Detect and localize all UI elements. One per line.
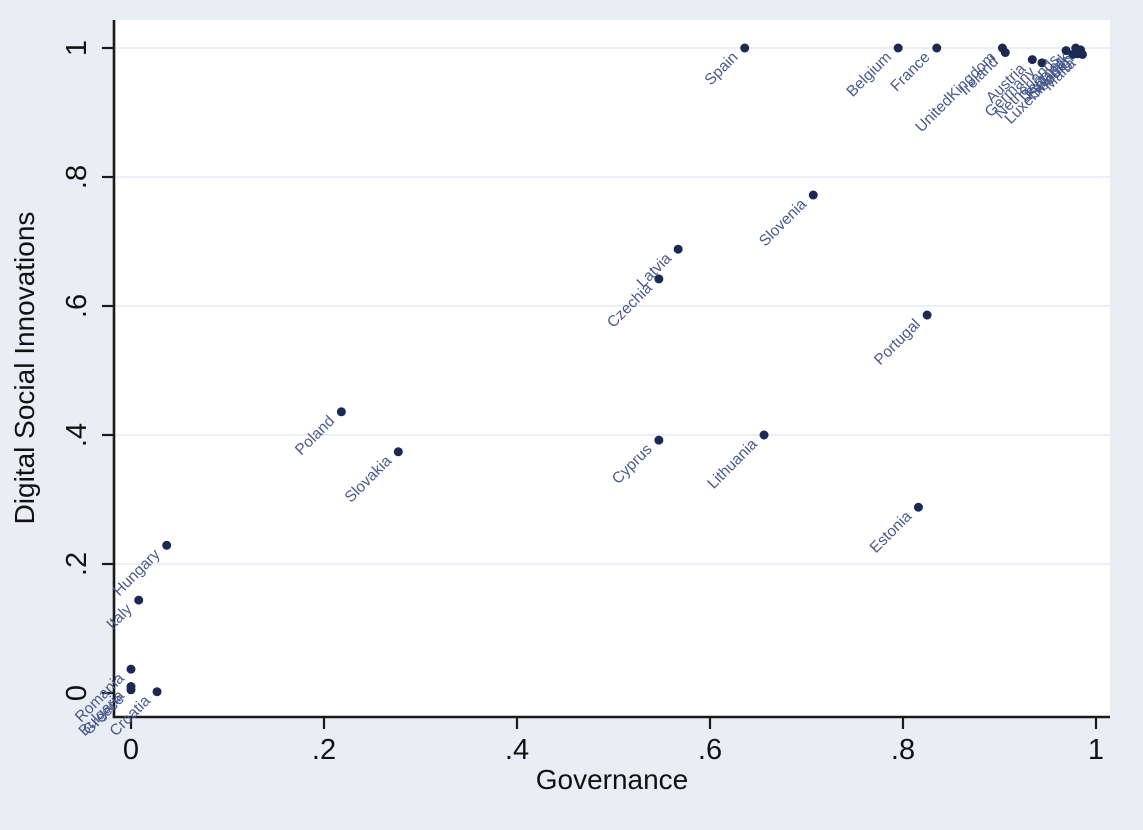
data-point: [393, 447, 403, 457]
data-point: [1037, 58, 1047, 68]
gridlines: [114, 47, 1110, 565]
data-point: [740, 43, 750, 53]
data-point: [654, 435, 664, 445]
tick-marks-and-labels: 0 .2 .4 .6 .8 1 0 .2 .4 .6 .8 1: [61, 40, 1104, 766]
y-tick-label: .2: [61, 552, 93, 576]
x-tick-label: .4: [505, 734, 529, 766]
data-point: [654, 274, 664, 284]
data-point: [913, 502, 923, 512]
y-tick-label: .8: [61, 165, 93, 189]
y-tick-label: 0: [61, 685, 93, 701]
data-point: [162, 540, 172, 550]
data-point: [932, 43, 942, 53]
y-axis-title: Digital Social Innovations: [9, 212, 40, 525]
y-tick-label: .4: [61, 423, 93, 447]
data-point: [336, 407, 346, 417]
data-point: [126, 664, 136, 674]
data-point: [1061, 46, 1071, 56]
axes: [112, 20, 1110, 719]
data-point: [922, 310, 932, 320]
data-point: [808, 190, 818, 200]
plot-area: [114, 20, 1110, 717]
data-points: [126, 43, 1087, 697]
data-point: [126, 685, 136, 695]
x-tick-label: .2: [312, 734, 336, 766]
data-point: [759, 430, 769, 440]
data-point: [673, 244, 683, 254]
x-axis-title: Governance: [536, 764, 689, 795]
x-tick-label: 1: [1088, 734, 1104, 766]
x-tick-label: .8: [891, 734, 915, 766]
data-point: [1027, 55, 1037, 65]
x-tick-label: .6: [698, 734, 722, 766]
y-tick-label: 1: [61, 40, 93, 56]
data-point: [1000, 48, 1010, 58]
y-tick-label: .6: [61, 294, 93, 318]
data-point: [152, 687, 162, 697]
data-point: [1077, 49, 1087, 59]
data-point: [893, 43, 903, 53]
x-tick-label: 0: [123, 734, 139, 766]
data-point: [134, 595, 144, 605]
